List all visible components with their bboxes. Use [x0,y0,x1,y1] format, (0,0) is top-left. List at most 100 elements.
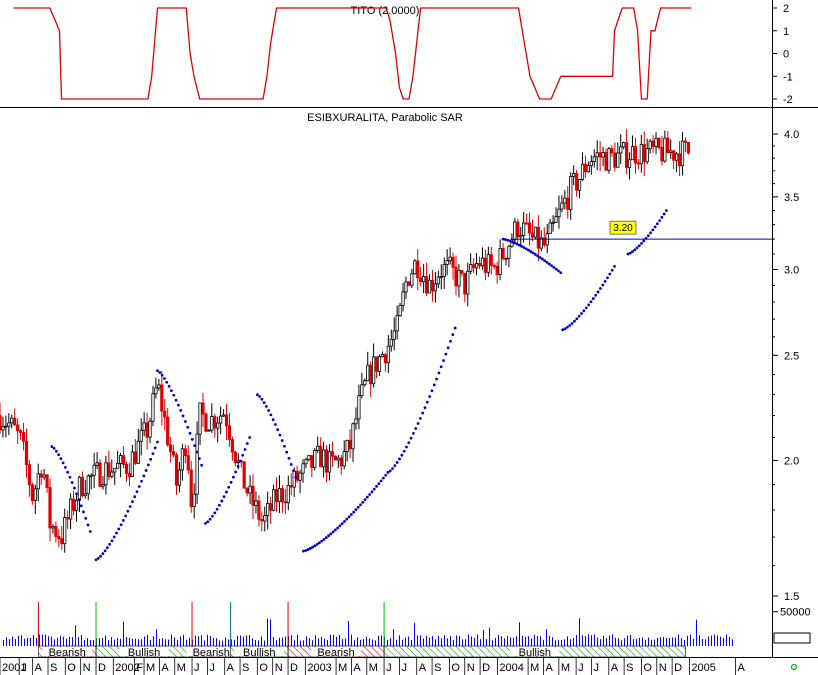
candle-body [80,476,84,497]
candle-body [513,221,517,241]
sar-dot [510,240,514,244]
candle-body [386,345,390,364]
sar-dot [73,486,76,490]
candle-body [86,475,90,495]
time-month-label: S [434,662,441,674]
candle-body [577,179,582,191]
sar-dot [255,393,259,397]
candle-body [283,501,287,504]
sar-dot [306,548,310,551]
candle-body [557,208,561,218]
candle-body [654,138,658,147]
sar-dot [213,511,217,515]
sar-dot [225,490,228,494]
sar-dot [370,490,374,494]
candle-body [566,197,570,210]
sar-dot [664,209,668,212]
candle-body [57,536,61,540]
sar-dot [115,531,118,535]
sar-dot [165,380,169,384]
sar-dot [508,239,512,243]
sar-dot [231,475,235,479]
candle-body [42,474,46,478]
sar-dot [649,231,652,235]
candle-body [186,455,190,471]
sar-dot [287,456,291,460]
sar-dot [170,389,173,393]
time-year-label: 2004 [499,662,523,674]
candle-body [83,493,87,497]
trend-band-bearish: Bearish [186,645,236,659]
sar-dot [642,239,646,243]
trend-band-bearish: Bearish [38,645,97,659]
sar-dot [183,420,187,423]
candle-body [174,454,179,486]
candle-body [10,417,14,424]
sar-dot [318,541,321,545]
time-month-label: M [146,662,155,674]
candle-body [157,384,161,389]
sar-dot [660,215,664,219]
time-month-label: O [259,662,268,674]
sar-dot [504,238,507,241]
candle-body [548,222,552,235]
time-month-label: A [545,662,553,674]
sar-dot [662,212,666,216]
tito-line-series [13,7,692,100]
sar-dot [626,252,630,256]
candle-body [233,451,237,463]
candle-body [360,384,364,397]
candle-body [636,162,640,165]
volume-scale-box [773,632,811,644]
candle-body [277,488,282,503]
candle-body [63,517,67,545]
sar-dot [229,480,233,484]
sar-dot [522,246,526,249]
candle-body [610,148,614,154]
candle-body [301,463,305,474]
sar-dot [57,453,61,457]
candle-body [454,266,458,287]
candle-body [501,248,505,259]
sar-dot [540,257,544,261]
candle-body [339,457,343,467]
sar-dot [603,280,607,283]
sar-dot [635,246,639,250]
candle-body [486,254,490,273]
sar-dot [174,398,178,402]
time-month-label: O [643,662,652,674]
candle-body [24,440,29,466]
sar-dot [200,463,204,467]
candle-body [221,414,226,417]
sar-dot [388,469,392,473]
volume-series [3,618,733,646]
candle-body [180,448,184,471]
sar-dot [88,530,92,533]
sar-dot [289,463,293,466]
sar-dot [248,436,252,439]
candle-body [633,146,638,164]
sar-dot [407,441,411,445]
candle-body [298,472,302,481]
trend-bands: Bearish Bullish Bearish Bullish Bearish Bulli… [38,645,686,659]
resistance-label-box [609,220,637,235]
candle-body [554,216,558,223]
trend-band-bullish: Bullish [383,645,686,659]
sar-dot [292,469,295,473]
candle-body [16,424,20,432]
tito-axis: 2 1 0 -1 -2 [772,3,793,106]
sar-dot [108,542,112,546]
candle-body [616,152,620,168]
candle-body [263,515,267,522]
sar-dot [405,445,408,449]
price-tick-label: 1.5 [784,591,799,603]
candle-body [563,197,567,204]
candle-body [254,500,258,506]
resistance-annotation: 3.20 [510,220,772,240]
sar-dot [568,324,572,327]
candle-body [248,485,252,494]
sar-dot [82,510,85,514]
sar-dot [245,442,249,445]
sar-dot [103,549,107,553]
candle-body [622,142,626,148]
